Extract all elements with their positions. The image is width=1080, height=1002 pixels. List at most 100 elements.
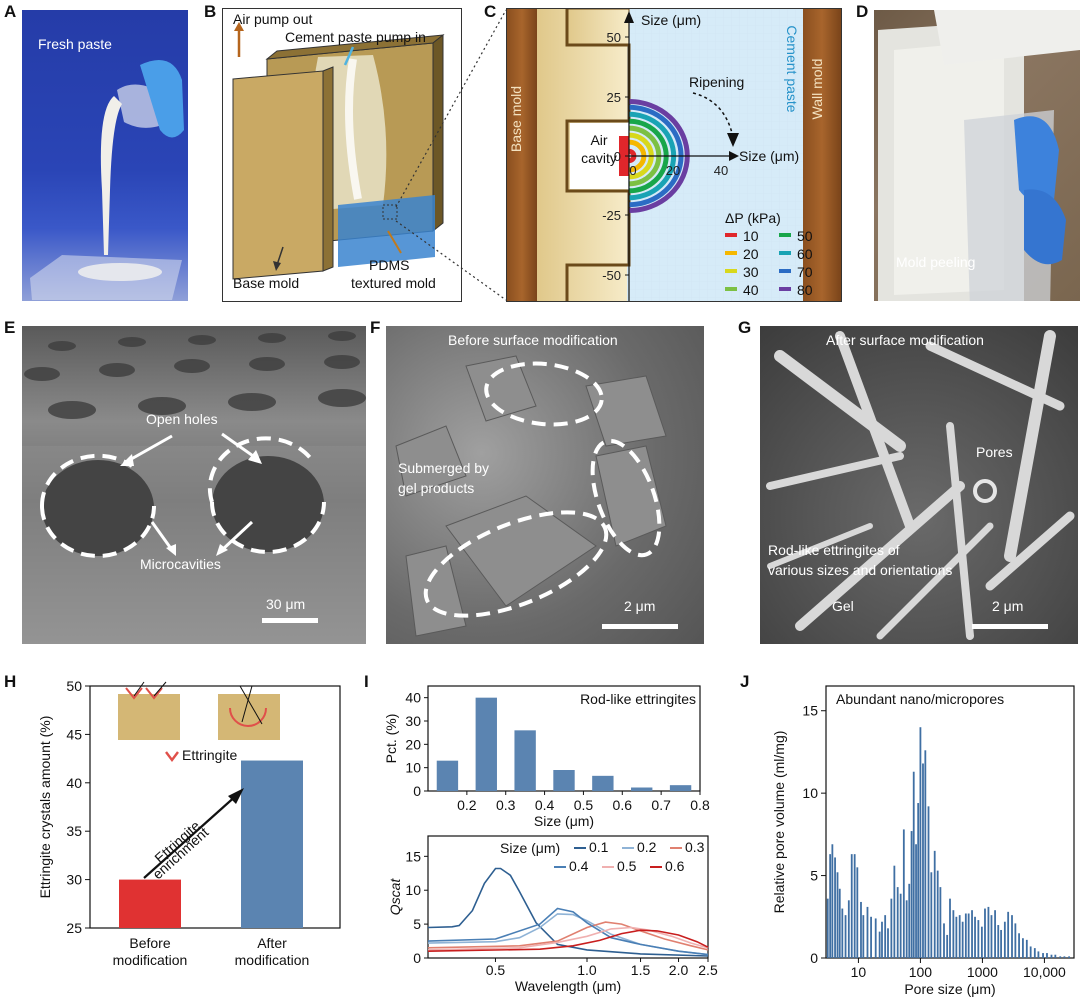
i-top-ytick-label: 30 (405, 713, 421, 729)
i-bottom-ytick-label: 0 (413, 950, 421, 966)
j-bar (1046, 953, 1048, 958)
j-bar (887, 928, 889, 958)
bubble-core (619, 136, 629, 176)
j-bar (853, 854, 856, 958)
i-top-bar (669, 785, 692, 791)
h-category-label: modification (235, 952, 310, 968)
i-top-xtick-label: 0.5 (574, 797, 594, 813)
j-ytick-label: 10 (802, 785, 818, 801)
panel-label-d: D (856, 2, 869, 21)
rod-like-label-line2: various sizes and orientations (768, 562, 953, 578)
j-bar (850, 854, 853, 958)
c-size-y-label: Size (μm) (641, 12, 701, 28)
j-bar (874, 918, 877, 958)
j-ylabel: Relative pore volume (ml/mg) (771, 731, 787, 914)
c-wall-mold-text: Wall mold (809, 59, 825, 120)
h-ytick-label: 45 (66, 726, 82, 742)
j-bar (1022, 938, 1024, 958)
i-bottom-xtick-label: 1.5 (631, 962, 651, 978)
c-size-x-label: Size (μm) (739, 148, 799, 164)
c-xtick-label: 0 (629, 163, 636, 178)
c-air-label: Air (590, 132, 607, 148)
j-bar (860, 901, 862, 958)
j-bar (1007, 911, 1010, 958)
j-bar (971, 910, 973, 958)
i-bottom-xtick-label: 2.5 (698, 962, 718, 978)
j-bar (1003, 921, 1006, 958)
h-ytick-label: 40 (66, 775, 82, 791)
c-legend-label-20: 20 (743, 246, 759, 262)
after-modification-title: After surface modification (826, 332, 984, 348)
panel-label-c: C (484, 2, 497, 21)
j-xlabel: Pore size (μm) (904, 981, 995, 997)
j-bar (878, 931, 881, 958)
c-legend-label-30: 30 (743, 264, 759, 280)
j-bar (967, 913, 970, 958)
j-bar (1014, 923, 1017, 958)
submerged-label-line2: gel products (398, 480, 475, 496)
i-legend-label-0.6: 0.6 (665, 858, 685, 874)
base-mold-label: Base mold (233, 275, 300, 291)
i-bottom-series-0.3 (427, 921, 709, 951)
i-annotation: Rod-like ettringites (580, 691, 696, 707)
i-bottom-xtick-label: 2.0 (669, 962, 689, 978)
scale-bar-e-label: 30 μm (266, 596, 306, 612)
j-bar (1063, 956, 1066, 958)
i-bottom-series-0.4 (427, 907, 709, 956)
c-xtick-label: 20 (666, 163, 680, 178)
c-legend-swatch-70 (779, 269, 791, 273)
i-bottom-xlabel: Wavelength (μm) (515, 978, 621, 994)
c-legend-label-10: 10 (743, 228, 759, 244)
i-bottom-series-0.1 (427, 867, 709, 957)
i-legend-label-0.5: 0.5 (617, 858, 637, 874)
i-top-ytick-label: 20 (405, 736, 421, 752)
j-bar (952, 910, 955, 958)
h-ytick-label: 30 (66, 872, 82, 888)
i-top-bar (631, 787, 653, 791)
j-bar (881, 921, 883, 958)
c-legend-swatch-80 (779, 287, 791, 291)
j-bar (974, 916, 976, 958)
j-bar (844, 915, 847, 958)
i-top-ytick-label: 0 (413, 783, 421, 799)
panel-label-b: B (204, 2, 217, 21)
i-top-xtick-label: 0.8 (690, 797, 710, 813)
j-bar (831, 844, 834, 958)
panel-label-i: I (364, 672, 369, 691)
h-ytick-label: 50 (66, 678, 82, 694)
j-bar (870, 916, 872, 958)
j-bar (1054, 954, 1057, 958)
chart-j: 0 5 10 15 10 100 1000 10,000 Pore size (μm) Relat… (771, 685, 1075, 997)
i-top-xtick-label: 0.2 (457, 797, 477, 813)
j-bar (866, 906, 869, 958)
j-bar (955, 916, 958, 958)
c-ytick-label: 25 (607, 90, 621, 105)
i-bottom-series-0.6 (427, 929, 709, 952)
j-bar (1033, 948, 1036, 958)
h-ytick-label: 25 (66, 920, 82, 936)
j-bar (836, 872, 839, 958)
j-bar (856, 867, 859, 958)
j-bar (841, 908, 844, 958)
j-bar (933, 850, 936, 958)
j-bar (838, 888, 841, 958)
h-bar-before (119, 879, 181, 928)
j-xtick-label: 10 (851, 964, 867, 980)
j-ytick-label: 15 (802, 703, 818, 719)
c-legend-swatch-10 (725, 233, 737, 237)
j-bar (910, 831, 913, 958)
bubble-ripening-svg: 50 25 0 -25 -50 0 20 40 Base mold Wall mold Cem… (507, 9, 841, 301)
i-bottom-ytick-label: 15 (405, 848, 421, 864)
cement-paste-pump-in-label: Cement paste pump in (285, 29, 426, 45)
j-xtick-label: 100 (909, 964, 933, 980)
panel-label-f: F (370, 318, 381, 337)
chart-i: 0 10 20 30 40 0.2 0.3 0.4 0.5 0.6 0.7 0.8 Size (μm) P… (383, 685, 718, 994)
h-category-label: After (257, 935, 287, 951)
j-bar (902, 829, 905, 958)
open-holes-label: Open holes (146, 411, 218, 427)
j-bar (829, 854, 832, 958)
sem-image-before-modification: Before surface modification Submerged by… (386, 326, 704, 644)
panel-label-a: A (4, 2, 17, 21)
i-top-ylabel: Pct. (%) (383, 714, 399, 764)
j-bar (919, 727, 922, 958)
